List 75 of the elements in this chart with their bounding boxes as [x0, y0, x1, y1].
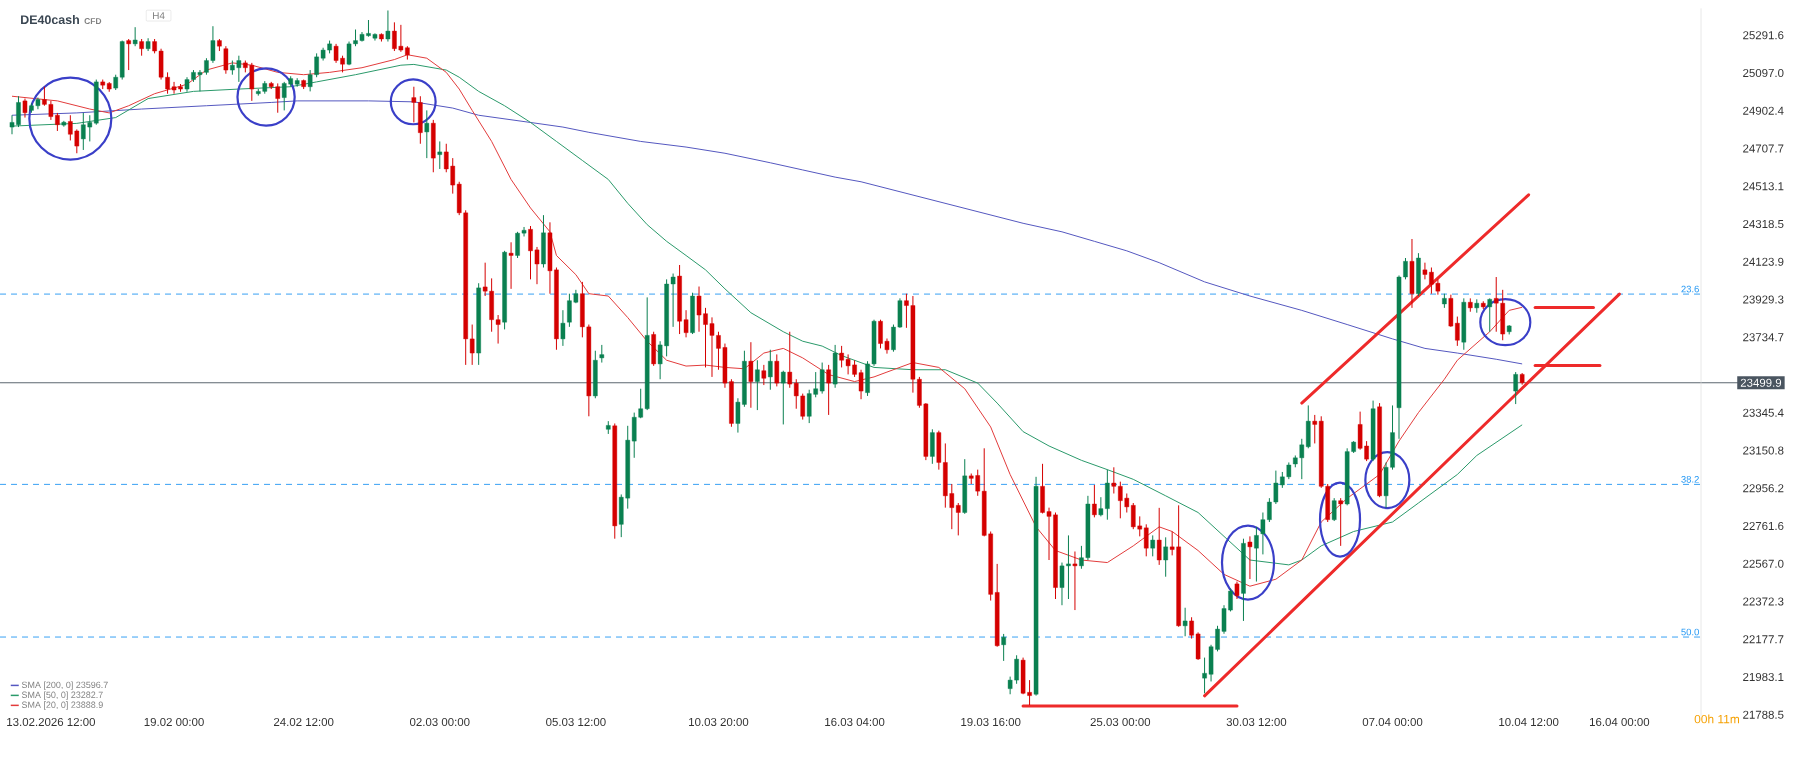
y-tick-label: 24513.1	[1743, 182, 1784, 191]
candlestick	[1247, 535, 1253, 580]
x-tick-label: 02.03 00:00	[409, 717, 470, 726]
candlestick	[1150, 534, 1155, 557]
y-tick-label: 23150.8	[1743, 446, 1784, 455]
y-tick-label: 22372.3	[1743, 597, 1784, 606]
candlestick	[781, 370, 786, 425]
x-tick-label: 13.02.2026 12:00	[7, 717, 96, 726]
candlestick	[1254, 526, 1259, 583]
y-tick-label: 24707.7	[1743, 144, 1784, 153]
legend-label: SMA [20, 0] 23888.9	[21, 701, 103, 710]
y-tick-label: 23345.4	[1743, 408, 1784, 417]
y-tick-label: 21983.1	[1743, 672, 1784, 682]
x-tick-label: 19.02 00:00	[144, 717, 204, 726]
y-tick-label: 24123.9	[1743, 257, 1784, 266]
candlestick	[787, 331, 793, 389]
y-tick-label: 25097.0	[1743, 68, 1784, 78]
candlestick	[1312, 414, 1318, 444]
candlestick	[930, 428, 935, 465]
annotation: 23.6	[1681, 285, 1699, 293]
y-tick-label: 24902.4	[1743, 106, 1784, 115]
candlestick	[1182, 607, 1188, 637]
candlestick	[385, 10, 391, 43]
candlestick	[22, 98, 28, 119]
candlestick	[424, 109, 430, 159]
candlestick	[508, 241, 514, 290]
x-tick-label: 10.03 20:00	[689, 717, 749, 726]
annotation: 00h 11m	[1694, 714, 1740, 724]
x-tick-label: 07.04 00:00	[1362, 717, 1423, 726]
text: CFD	[84, 18, 102, 25]
legend-label: SMA [50, 0] 23282.7	[21, 691, 103, 700]
y-tick-label: 24318.5	[1743, 219, 1784, 229]
candlestick	[1163, 536, 1168, 578]
candlestick	[1487, 297, 1493, 333]
candlestick	[768, 349, 773, 391]
x-tick-label: 16.04 00:00	[1589, 717, 1650, 726]
annotation: H4	[153, 12, 165, 20]
y-tick-label: 22177.7	[1743, 635, 1784, 644]
candlestick	[1156, 507, 1162, 566]
ref-line-label: 23499.9	[1740, 378, 1782, 387]
candlestick	[223, 45, 229, 75]
y-tick-label: 25291.6	[1743, 31, 1784, 40]
candlestick	[774, 353, 780, 387]
candlestick	[1143, 523, 1149, 557]
x-tick-label: 10.04 12:00	[1499, 717, 1559, 726]
y-tick-label: 23929.3	[1743, 295, 1784, 304]
candlestick	[755, 359, 760, 411]
x-tick-label: 25.03 00:00	[1090, 717, 1151, 726]
candlestick	[761, 364, 767, 386]
legend-label: SMA [200, 0] 23596.7	[21, 681, 108, 690]
y-tick-label: 22567.0	[1743, 559, 1784, 568]
y-tick-label: 22761.6	[1743, 521, 1784, 531]
candlestick	[1513, 371, 1518, 405]
annotation: 38.2	[1681, 475, 1699, 483]
candlestick	[1001, 633, 1006, 662]
candlestick	[748, 341, 754, 409]
y-tick-label: 23734.7	[1743, 333, 1784, 342]
x-tick-label: 16.03 04:00	[825, 717, 885, 726]
x-tick-label: 05.03 12:00	[546, 717, 606, 726]
candlestick	[132, 26, 138, 47]
x-tick-label: 19.03 16:00	[961, 717, 1021, 726]
x-tick-label: 24.02 12:00	[273, 717, 334, 726]
candlestick	[1331, 497, 1337, 522]
candlestick	[1092, 484, 1097, 518]
candlestick	[437, 140, 443, 170]
candlestick	[826, 364, 831, 416]
candlestick	[1072, 550, 1078, 611]
candlestick	[126, 38, 131, 71]
y-tick-label: 22956.2	[1743, 484, 1784, 493]
annotation: 50.0	[1681, 628, 1699, 636]
chart-title: DE40cash	[21, 14, 79, 25]
y-tick-label: 21788.5	[1743, 710, 1784, 719]
candlestick	[1338, 497, 1343, 547]
x-tick-label: 30.03 12:00	[1226, 717, 1287, 726]
candlestick	[560, 309, 566, 347]
